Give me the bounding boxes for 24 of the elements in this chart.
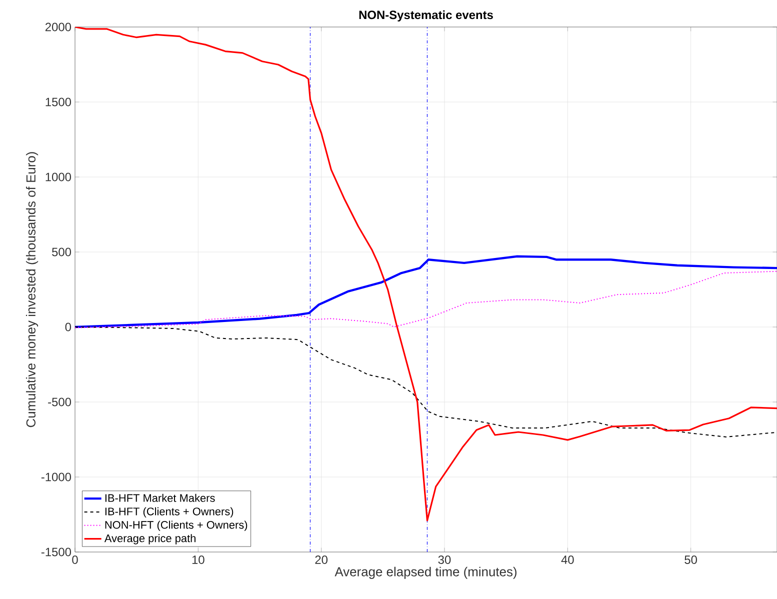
y-tick-label: 1500	[46, 98, 72, 106]
legend-label: NON-HFT (Clients + Owners)	[105, 520, 248, 531]
chart-title: NON-Systematic events	[359, 10, 493, 22]
x-tick-label: 20	[315, 556, 328, 564]
y-tick-label: 2000	[45, 22, 72, 32]
legend-label: Average price path	[104, 534, 196, 544]
y-axis-title: Cumulative money invested (thousands of Euro)	[26, 152, 38, 428]
legend-label: IB-HFT Market Makers	[105, 494, 215, 502]
legend-label: IB-HFT (Clients + Owners)	[105, 507, 234, 518]
x-tick-label: 50	[684, 556, 697, 564]
x-axis-title: Average elapsed time (minutes)	[334, 566, 516, 579]
line-series	[75, 326, 777, 438]
y-tick-label: -1000	[41, 472, 72, 482]
line-series	[75, 26, 777, 522]
y-tick-label: -1500	[41, 548, 72, 556]
x-tick-label: 30	[438, 556, 451, 564]
line-series	[75, 270, 777, 328]
x-tick-label: 10	[192, 556, 204, 564]
y-tick-label: -500	[48, 398, 72, 406]
y-tick-label: 0	[65, 322, 72, 332]
y-tick-label: 500	[52, 248, 72, 256]
x-tick-label: 40	[561, 556, 574, 564]
y-tick-label: 1000	[46, 172, 72, 182]
x-tick-label: 0	[72, 556, 78, 564]
